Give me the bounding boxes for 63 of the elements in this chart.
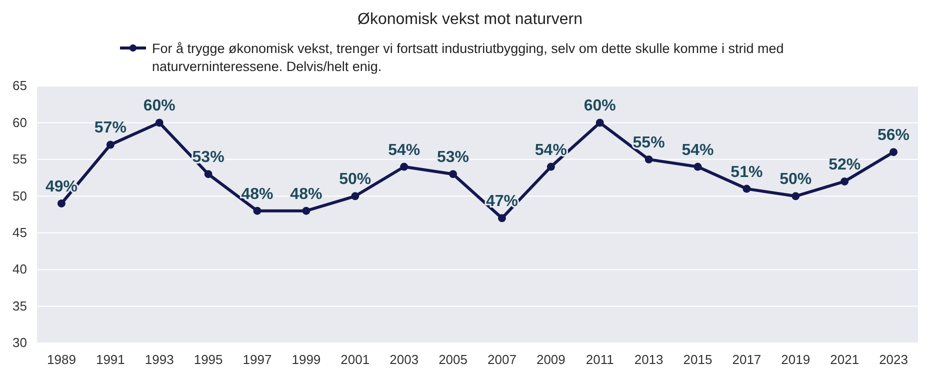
point: [400, 162, 408, 171]
y-tick-label: 45: [12, 225, 27, 240]
y-tick-label: 40: [12, 262, 27, 277]
data-label: 57%: [94, 120, 126, 137]
point: [644, 155, 653, 164]
point: [792, 192, 800, 200]
x-tick-label: 2021: [830, 352, 860, 368]
point: [449, 170, 458, 178]
data-label: 48%: [290, 186, 322, 203]
x-tick-label: 1993: [144, 352, 174, 368]
point: [694, 162, 702, 171]
point: [302, 206, 310, 215]
data-label: 51%: [730, 164, 763, 181]
data-label: 60%: [143, 98, 176, 115]
data-label: 53%: [192, 149, 224, 166]
x-tick-label: 2011: [586, 352, 614, 368]
x-tick-label: 2023: [879, 352, 908, 368]
x-tick-label: 2015: [683, 352, 712, 368]
x-tick-label: 1989: [47, 352, 76, 368]
data-label: 54%: [534, 142, 567, 159]
point: [742, 184, 751, 193]
data-label: 54%: [682, 142, 714, 159]
point: [546, 162, 555, 171]
point: [596, 118, 604, 127]
point: [840, 177, 849, 186]
x-tick-label: 1991: [96, 352, 125, 368]
x-tick-label: 2013: [634, 352, 664, 368]
data-label: 53%: [437, 149, 470, 166]
x-tick-label: 1997: [242, 352, 272, 368]
data-label: 48%: [241, 186, 274, 203]
x-tick-label: 2009: [536, 352, 566, 368]
data-label: 54%: [388, 142, 420, 159]
chart-title: Økonomisk vekst mot naturvern: [358, 11, 582, 28]
y-tick-label: 60: [12, 114, 27, 130]
x-tick-label: 2005: [438, 352, 468, 368]
y-tick-label: 50: [12, 188, 27, 204]
data-label: 50%: [339, 171, 372, 188]
x-tick-label: 2019: [781, 352, 810, 368]
data-label: 55%: [632, 134, 665, 152]
data-label: 60%: [584, 98, 616, 115]
point: [253, 206, 262, 215]
x-tick-label: 1999: [292, 352, 321, 368]
x-tick-label: 2007: [488, 352, 516, 368]
y-tick-label: 35: [12, 298, 27, 314]
x-tick-label: 2001: [340, 352, 370, 368]
data-label: 50%: [780, 171, 812, 188]
x-tick-label: 2003: [390, 352, 419, 368]
point: [155, 118, 164, 127]
legend-label: For å trygge økonomisk vekst, trenger vi fortsatt industriutbygging, selv om dette skulle komme i strid med naturverninteressene. Delvis/helt enig.: [152, 41, 784, 74]
x-tick-label: 2017: [732, 352, 762, 368]
point: [204, 170, 212, 178]
point: [498, 214, 506, 222]
y-tick-label: 30: [12, 335, 27, 350]
data-label: 56%: [878, 127, 910, 144]
y-tick-label: 55: [12, 152, 27, 167]
x-tick-label: 1995: [194, 352, 223, 368]
data-label: 52%: [828, 156, 861, 174]
point: [57, 200, 66, 208]
data-label: 47%: [486, 193, 518, 210]
point: [351, 192, 360, 200]
point: [890, 148, 898, 156]
y-tick-label: 65: [12, 78, 27, 94]
point: [106, 140, 114, 149]
